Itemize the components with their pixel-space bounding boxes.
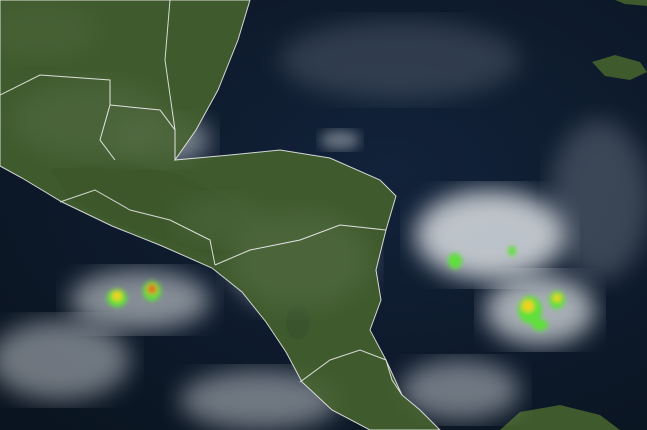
storm-cell (522, 300, 534, 312)
storm-cell (532, 319, 548, 331)
storm-cell (553, 294, 561, 302)
cuba-tip (615, 0, 647, 6)
storm-cell (508, 246, 516, 256)
jamaica (592, 55, 647, 80)
storm-cell (112, 291, 122, 301)
country-borders (0, 0, 441, 430)
convective-storm-cells (107, 246, 565, 331)
south-america (500, 405, 620, 430)
storm-cell (147, 284, 157, 294)
storm-cell (448, 253, 462, 269)
